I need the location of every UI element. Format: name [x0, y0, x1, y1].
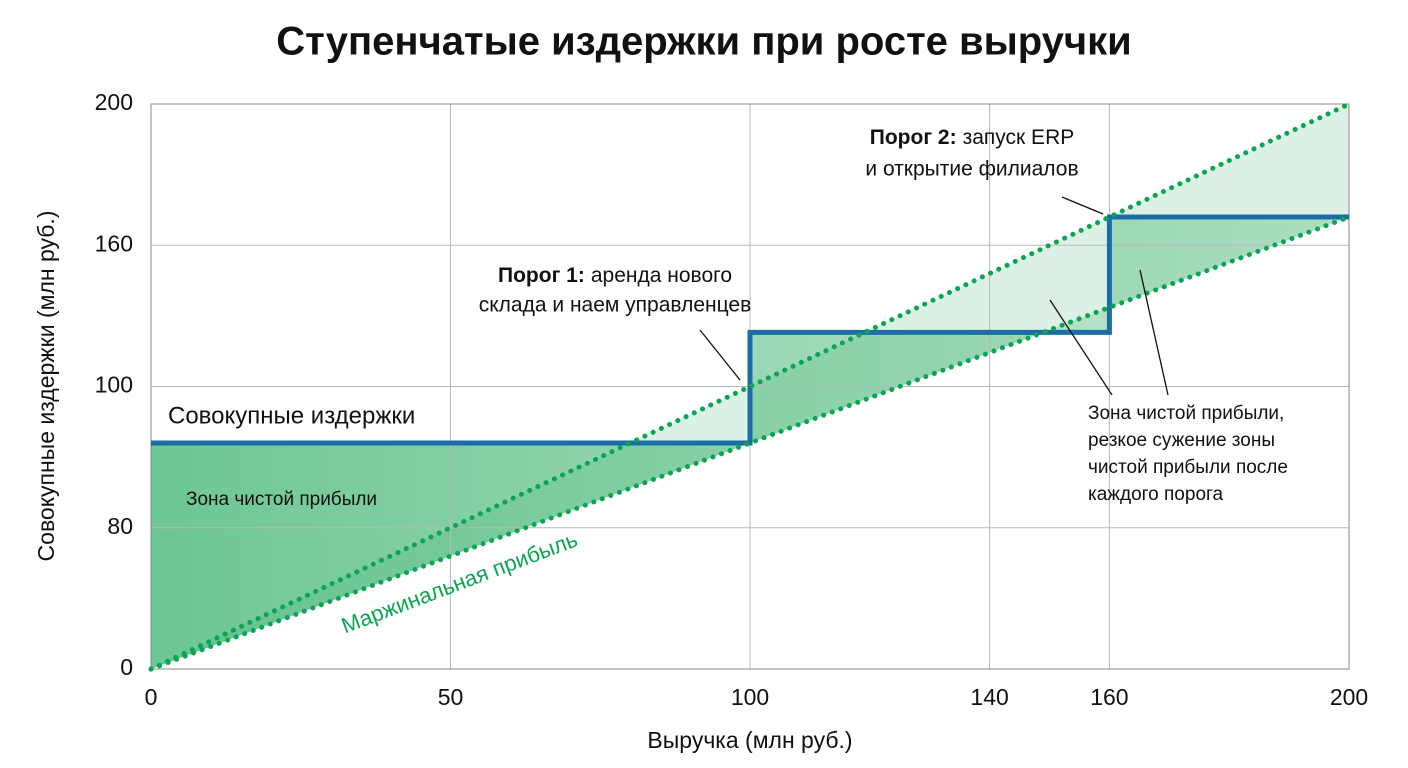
y-tick-label: 0	[120, 654, 133, 680]
y-axis-label: Совокупные издержки (млн руб.)	[33, 211, 59, 562]
plot-area: 0 80 100 160 200 0 50 100 140 160 200 Совокупные из…	[95, 89, 1369, 710]
cost-line	[151, 214, 1349, 446]
plot-frame	[150, 103, 1350, 670]
x-tick-label: 200	[1330, 684, 1368, 710]
zone-note: резкое сужение зоны	[1088, 430, 1275, 451]
x-tick-label: 140	[970, 684, 1008, 710]
margin-line	[148, 214, 1352, 672]
chart-title: Ступенчатые издержки при росте выручки	[276, 20, 1132, 64]
x-tick-label: 0	[145, 684, 158, 710]
y-tick-label: 160	[95, 230, 133, 256]
leader-line	[1139, 269, 1169, 396]
margin-line	[148, 101, 1352, 672]
y-tick-label: 80	[107, 513, 133, 539]
threshold-text: и открытие филиалов	[865, 158, 1078, 181]
zone-note: чистой прибыли после	[1088, 457, 1288, 478]
leader-line	[1049, 299, 1113, 396]
leader-line	[1061, 196, 1104, 215]
series-label: Совокупные издержки	[168, 402, 415, 429]
threshold-label: Порог 2: запуск ERP	[870, 126, 1075, 149]
y-tick-label: 100	[95, 372, 133, 398]
threshold-label: Порог 1: аренда нового	[498, 264, 732, 287]
y-tick-label: 200	[95, 89, 133, 115]
leader-line	[699, 329, 741, 381]
annotations: Зона чистой прибыли Порог 1: аренда новог…	[186, 126, 1288, 510]
x-axis-label: Выручка (млн руб.)	[647, 727, 852, 753]
zone-label: Зона чистой прибыли	[186, 489, 377, 510]
zone-note: каждого порога	[1088, 484, 1224, 505]
threshold-bold: Порог 1:	[498, 264, 585, 287]
threshold-bold: Порог 2:	[870, 126, 957, 149]
x-tick-label: 100	[731, 684, 769, 710]
threshold-text: аренда нового	[591, 264, 732, 287]
x-tick-label: 160	[1090, 684, 1128, 710]
x-tick-label: 50	[438, 684, 464, 710]
threshold-text: склада и наем управленцев	[479, 294, 751, 317]
threshold-text: запуск ERP	[963, 126, 1075, 149]
zone-note: Зона чистой прибыли,	[1088, 403, 1284, 424]
